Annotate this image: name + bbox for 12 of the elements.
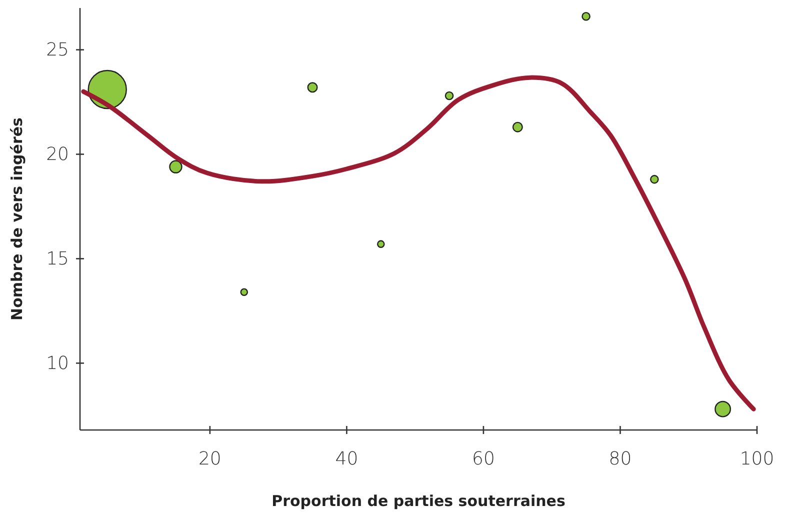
y-tick-label: 25 bbox=[46, 40, 69, 61]
y-axis-title: Nombre de vers ingérés bbox=[8, 117, 26, 320]
x-axis-title: Proportion de parties souterraines bbox=[272, 492, 566, 510]
x-tick-label: 20 bbox=[198, 448, 222, 470]
y-tick-label: 20 bbox=[46, 144, 69, 165]
x-tick-label: 60 bbox=[472, 448, 495, 470]
x-tick-label: 80 bbox=[608, 448, 632, 470]
line-series bbox=[81, 75, 756, 412]
x-tick-label: 40 bbox=[335, 448, 358, 470]
y-tick-label: 10 bbox=[46, 352, 69, 374]
x-tick-label: 100 bbox=[740, 448, 774, 470]
y-tick-label: 15 bbox=[46, 248, 69, 270]
